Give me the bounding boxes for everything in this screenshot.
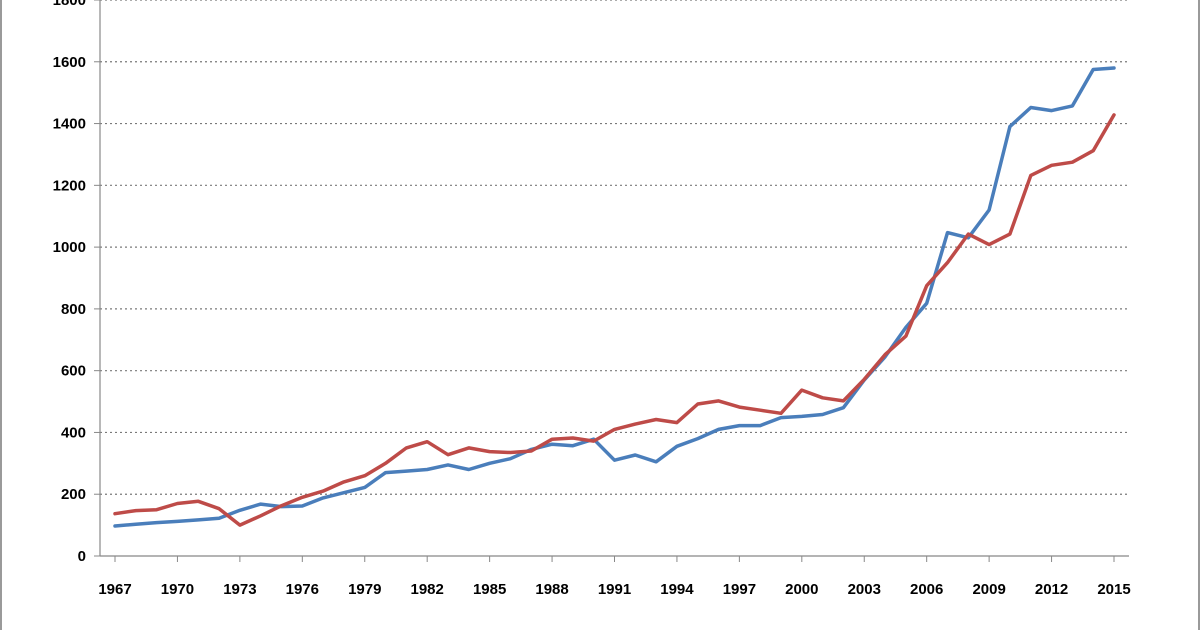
x-tick-label: 1982: [411, 581, 444, 598]
x-tick-label: 1976: [286, 581, 319, 598]
y-tick-label: 1200: [53, 177, 86, 194]
x-tick-label: 2012: [1035, 581, 1068, 598]
x-tick-label: 1994: [660, 581, 694, 598]
y-tick-label: 1400: [53, 116, 86, 133]
y-tick-label: 0: [78, 548, 86, 565]
x-tick-label: 1970: [161, 581, 194, 598]
y-tick-label: 800: [61, 301, 86, 318]
y-tick-label: 1000: [53, 239, 86, 256]
x-tick-label: 1967: [98, 581, 131, 598]
x-tick-label: 1979: [348, 581, 381, 598]
x-tick-label: 1985: [473, 581, 506, 598]
y-tick-label: 1600: [53, 54, 86, 71]
y-tick-label: 400: [61, 424, 86, 441]
series-line-1: [113, 66, 1116, 528]
x-tick-label: 1973: [223, 581, 256, 598]
x-tick-label: 2003: [848, 581, 881, 598]
x-tick-label: 1991: [598, 581, 631, 598]
x-tick-label: 2006: [910, 581, 943, 598]
y-tick-label: 1800: [53, 0, 86, 9]
x-tick-label: 1988: [535, 581, 568, 598]
x-tick-label: 2009: [972, 581, 1005, 598]
y-tick-label: 600: [61, 363, 86, 380]
x-tick-label: 1997: [723, 581, 756, 598]
y-tick-label: 200: [61, 486, 86, 503]
series-line-2: [113, 113, 1116, 527]
x-tick-label: 2015: [1097, 581, 1130, 598]
x-tick-label: 2000: [785, 581, 818, 598]
